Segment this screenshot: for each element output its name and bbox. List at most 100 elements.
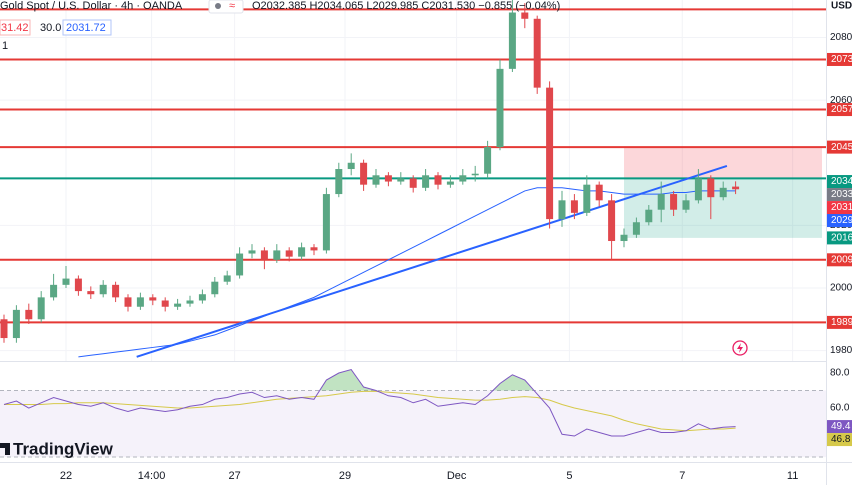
candle-body	[62, 278, 70, 285]
candle-body	[397, 178, 405, 182]
rsi-band	[0, 390, 826, 458]
price-pane	[0, 0, 826, 361]
ohlc-values: O2032.385 H2034.065 L2029.985 C2031.530 …	[252, 0, 560, 12]
rsi-tick-label: 80.0	[830, 368, 850, 379]
indicator-value: 2031.72	[66, 22, 106, 34]
rsi-label: 46.8	[831, 434, 851, 445]
candle-body	[198, 294, 206, 301]
candle-body	[50, 284, 58, 298]
candle-body	[260, 250, 268, 260]
icon	[215, 3, 221, 9]
header-button[interactable]	[208, 0, 244, 14]
x-tick-label: Dec	[447, 470, 467, 482]
candle-body	[632, 222, 640, 235]
price-label: 2033	[831, 189, 852, 200]
price-label: 2045	[831, 142, 852, 153]
candle-body	[570, 200, 578, 213]
candle-body	[74, 278, 82, 292]
candle-body	[37, 297, 45, 320]
candle-body	[211, 281, 219, 295]
price-label-box	[827, 140, 852, 154]
candle-body	[360, 162, 368, 185]
y-tick-label: 1980	[830, 345, 852, 356]
price-label-box	[827, 231, 852, 245]
y-tick-label: 2000	[830, 283, 852, 294]
candle-body	[248, 250, 256, 254]
symbol-title: Gold Spot / U.S. Dollar · 4h · OANDA	[0, 0, 183, 12]
axes: 198020002020206020802214:002729Dec571120…	[60, 1, 852, 482]
brand: TradingView	[13, 439, 114, 458]
candle-body	[0, 319, 8, 339]
candle-body	[583, 184, 591, 213]
indicator-value: 30.0	[40, 22, 61, 34]
price-label: 1989	[831, 317, 852, 328]
candle-body	[149, 297, 157, 301]
currency: USD	[831, 1, 852, 12]
candle-body	[459, 175, 467, 182]
pane-index: 1	[2, 40, 8, 52]
rsi-label-box	[827, 420, 852, 434]
rsi-ma	[4, 390, 736, 432]
candle-body	[347, 162, 355, 170]
price-label-box	[827, 175, 852, 189]
candle-body	[732, 186, 740, 190]
price-label-box	[827, 214, 852, 228]
candle-body	[533, 18, 541, 88]
replay-icon[interactable]	[732, 340, 748, 356]
moving-average	[78, 187, 736, 358]
y-tick-label: 2060	[830, 95, 852, 106]
x-tick-label: 22	[60, 470, 72, 482]
value-box	[0, 19, 31, 36]
price-label-box	[827, 253, 852, 267]
overbought-fill	[319, 369, 535, 391]
price-label: 2057	[831, 104, 852, 115]
candle-body	[99, 284, 107, 295]
x-tick-label: 5	[566, 470, 572, 482]
price-label-box	[827, 52, 852, 66]
icon: ≈	[229, 0, 235, 12]
candle-body	[682, 200, 690, 210]
candle-body	[12, 309, 20, 339]
rsi-tick-label: 60.0	[830, 403, 850, 414]
value-box	[62, 19, 112, 36]
price-label: 2009	[831, 254, 852, 265]
header: Gold Spot / U.S. Dollar · 4h · OANDA ≈ O…	[0, 0, 560, 52]
candle-body	[719, 187, 727, 198]
candle-body	[694, 178, 702, 201]
candle-body	[422, 175, 430, 188]
stop-zone	[624, 147, 822, 179]
price-label: 2034	[831, 176, 852, 187]
candle-body	[670, 194, 678, 210]
candle-body	[434, 175, 442, 185]
candle-body	[620, 234, 628, 242]
price-label-box	[827, 315, 852, 329]
candle-body	[657, 194, 665, 210]
candle-body	[310, 247, 318, 251]
candle-body	[112, 284, 120, 298]
price-label-box	[827, 103, 852, 117]
trendline	[136, 164, 728, 358]
logo: TradingView	[0, 439, 114, 458]
rsi-label: 49.4	[831, 421, 851, 432]
price-label-box	[827, 188, 852, 202]
price-label: 2073	[831, 54, 852, 65]
price-label: 2016	[831, 233, 852, 244]
candle-body	[608, 200, 616, 242]
x-tick-label: 7	[679, 470, 685, 482]
y-tick-label: 2080	[830, 32, 852, 43]
price-label-box	[827, 201, 852, 215]
rsi-line	[3, 368, 736, 437]
x-tick-label: 14:00	[138, 470, 166, 482]
candle-body	[285, 250, 293, 257]
candle-body	[707, 178, 715, 198]
candle-body	[273, 250, 281, 260]
candle-body	[508, 12, 516, 69]
candle-body	[496, 68, 504, 148]
candle-body	[186, 300, 194, 304]
candle-body	[236, 253, 244, 276]
rsi-label-box	[827, 433, 852, 447]
candle-body	[174, 303, 182, 307]
candle-body	[223, 275, 231, 282]
rsi-pane	[0, 368, 826, 458]
candle-body	[546, 87, 554, 220]
